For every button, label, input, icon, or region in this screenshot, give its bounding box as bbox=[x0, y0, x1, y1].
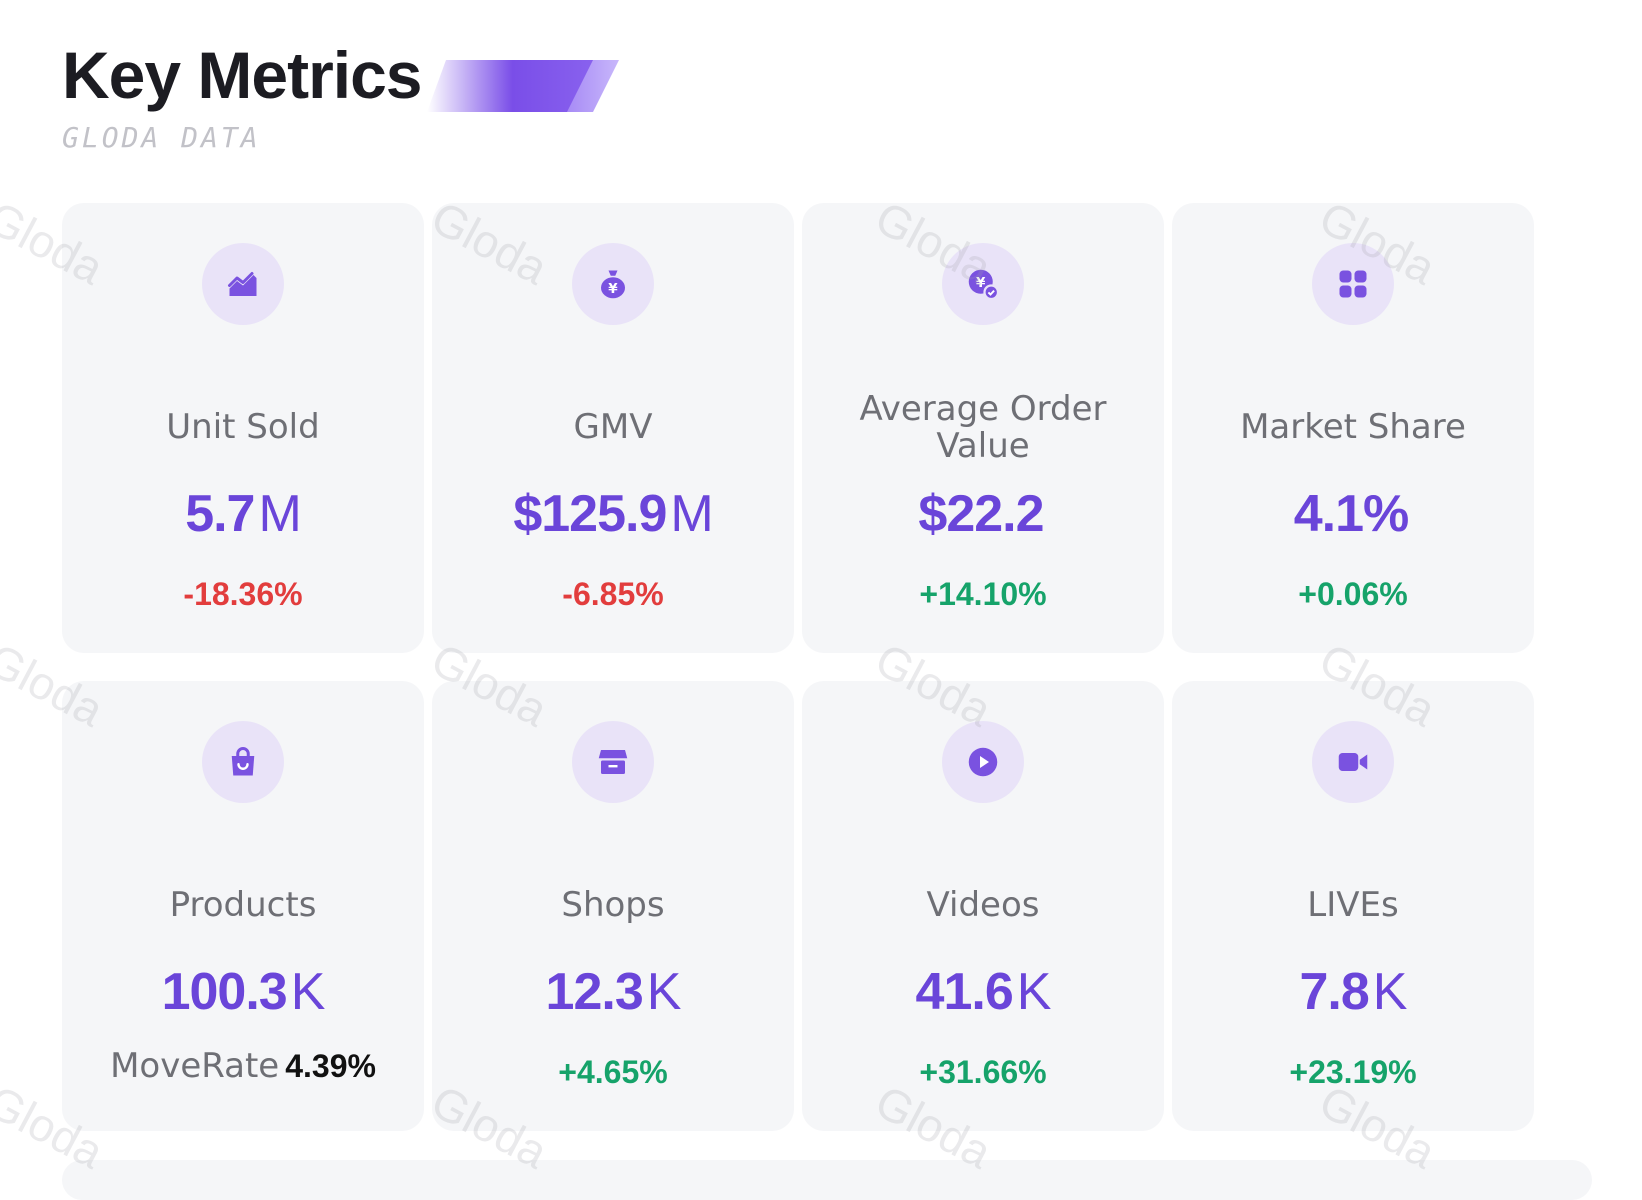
metric-label: Shops bbox=[561, 885, 665, 926]
metric-label: Average Order Value bbox=[859, 388, 1107, 466]
metric-change: +4.65% bbox=[558, 1054, 668, 1090]
metric-label: Market Share bbox=[1240, 407, 1466, 448]
moverate-value: 4.39% bbox=[285, 1048, 376, 1084]
metric-card-shops[interactable]: Shops 12.3K +4.65% bbox=[432, 681, 794, 1131]
metric-value: 41.6K bbox=[915, 963, 1052, 1021]
moverate-row: MoveRate 4.39% bbox=[62, 1049, 424, 1083]
shopping-bag-icon bbox=[202, 721, 284, 803]
metric-change: +14.10% bbox=[919, 576, 1047, 612]
metric-label: Videos bbox=[926, 885, 1040, 926]
metric-value: 4.1% bbox=[1293, 485, 1410, 543]
metric-value: 100.3K bbox=[161, 963, 326, 1021]
video-camera-icon bbox=[1312, 721, 1394, 803]
metric-card-lives[interactable]: LIVEs 7.8K +23.19% bbox=[1172, 681, 1534, 1131]
metric-card-average-order-value[interactable]: ¥ Average Order Value $22.2 +14.10% bbox=[802, 203, 1164, 653]
metric-value: 5.7M bbox=[185, 485, 302, 543]
trend-chart-icon bbox=[202, 243, 284, 325]
metric-change: -6.85% bbox=[562, 576, 664, 612]
metric-change: +0.06% bbox=[1298, 576, 1408, 612]
svg-text:¥: ¥ bbox=[976, 275, 986, 291]
svg-text:¥: ¥ bbox=[608, 281, 618, 297]
metric-card-products[interactable]: Products 100.3K MoveRate 4.39% bbox=[62, 681, 424, 1131]
metric-label: LIVEs bbox=[1307, 885, 1399, 926]
page-title: Key Metrics bbox=[62, 38, 423, 112]
metric-card-unit-sold[interactable]: Unit Sold 5.7M -18.36% bbox=[62, 203, 424, 653]
money-bag-icon: ¥ bbox=[572, 243, 654, 325]
metric-card-videos[interactable]: Videos 41.6K +31.66% bbox=[802, 681, 1164, 1131]
metric-card-market-share[interactable]: Market Share 4.1% +0.06% bbox=[1172, 203, 1534, 653]
metric-value: 12.3K bbox=[545, 963, 682, 1021]
shop-icon bbox=[572, 721, 654, 803]
metric-card-gmv[interactable]: ¥ GMV $125.9M -6.85% bbox=[432, 203, 794, 653]
grid-icon bbox=[1312, 243, 1394, 325]
metric-label: GMV bbox=[573, 407, 653, 448]
section-header: Key Metrics GLODA DATA bbox=[62, 36, 619, 166]
metric-label: Unit Sold bbox=[166, 407, 320, 448]
page-subtitle: GLODA DATA bbox=[62, 121, 261, 154]
metric-value: 7.8K bbox=[1299, 963, 1408, 1021]
play-icon bbox=[942, 721, 1024, 803]
yen-check-icon: ¥ bbox=[942, 243, 1024, 325]
metric-change: +31.66% bbox=[919, 1054, 1047, 1090]
next-section-card bbox=[62, 1160, 1592, 1200]
metric-value: $125.9M bbox=[513, 485, 713, 543]
moverate-label: MoveRate bbox=[110, 1046, 280, 1086]
metric-value: $22.2 bbox=[918, 485, 1044, 543]
metric-label: Products bbox=[169, 885, 317, 926]
metric-change: +23.19% bbox=[1289, 1054, 1417, 1090]
metric-change: -18.36% bbox=[183, 576, 303, 612]
